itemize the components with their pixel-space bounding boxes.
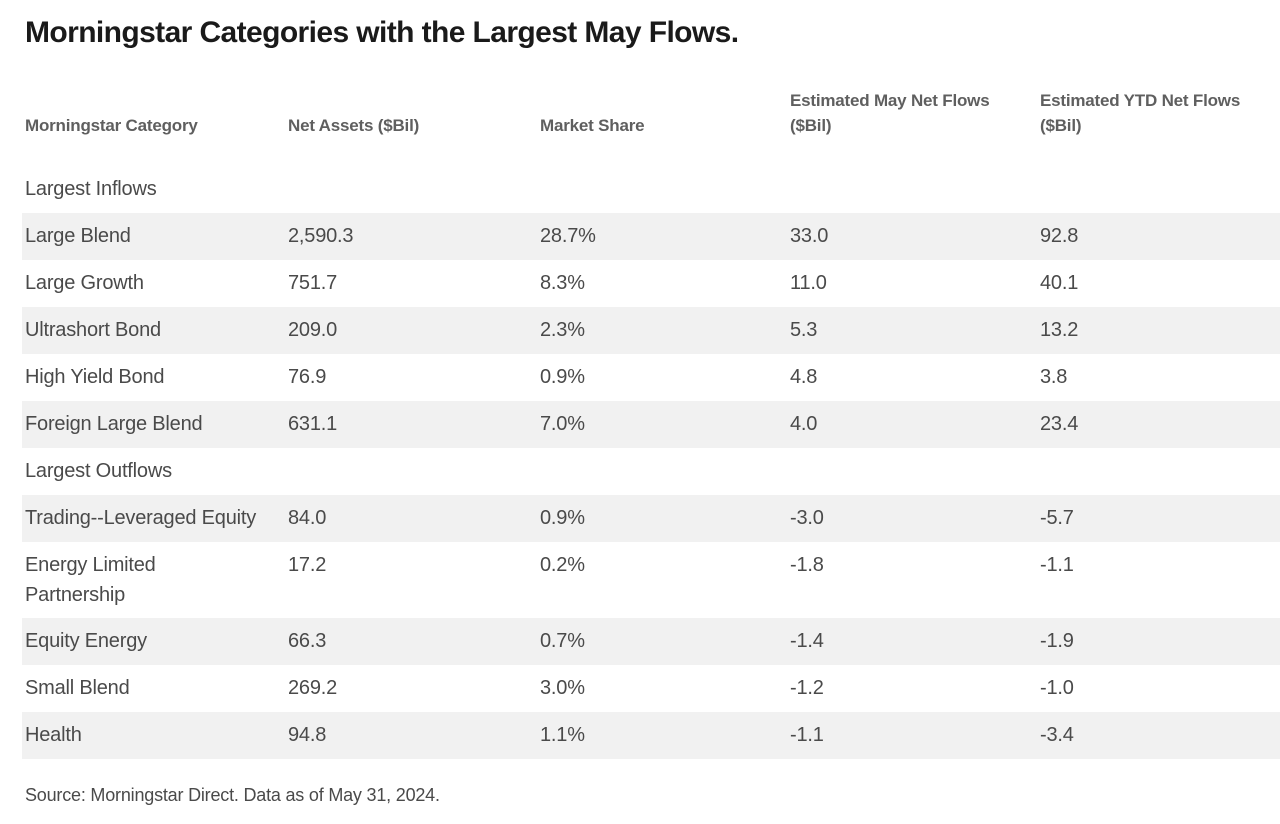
cell-ytd-net-flows: 92.8: [1040, 225, 1079, 247]
cell-may-net-flows: 33.0: [790, 225, 829, 247]
table-row: Equity Energy 66.3 0.7% -1.4 -1.9: [22, 618, 1280, 665]
cell-may-net-flows: 11.0: [790, 272, 827, 294]
cell-may-net-flows: -1.8: [790, 554, 824, 576]
table-row: Small Blend 269.2 3.0% -1.2 -1.0: [22, 665, 1280, 712]
column-header-ytd-net-flows: Estimated YTD Net Flows ($Bil): [1040, 91, 1241, 135]
column-header-category: Morningstar Category: [25, 116, 198, 135]
table-header-row: Morningstar Category Net Assets ($Bil) M…: [22, 88, 1280, 138]
cell-net-assets: 631.1: [288, 413, 338, 435]
section-header-row: Largest Outflows: [22, 448, 1280, 495]
cell-ytd-net-flows: -1.1: [1040, 554, 1074, 576]
cell-may-net-flows: 5.3: [790, 319, 818, 341]
cell-category: Energy Limited Partnership: [25, 554, 156, 606]
table-body: Largest Inflows Large Blend 2,590.3 28.7…: [22, 166, 1280, 759]
table-row: Health 94.8 1.1% -1.1 -3.4: [22, 712, 1280, 759]
column-header-net-assets: Net Assets ($Bil): [288, 116, 420, 135]
cell-ytd-net-flows: 13.2: [1040, 319, 1079, 341]
column-header-market-share: Market Share: [540, 116, 645, 135]
cell-market-share: 3.0%: [540, 677, 585, 699]
cell-ytd-net-flows: 23.4: [1040, 413, 1079, 435]
cell-category: Health: [25, 724, 82, 746]
cell-market-share: 1.1%: [540, 724, 585, 746]
cell-may-net-flows: -3.0: [790, 507, 824, 529]
table-row: Large Growth 751.7 8.3% 11.0 40.1: [22, 260, 1280, 307]
section-header-row: Largest Inflows: [22, 166, 1280, 213]
table-row: Large Blend 2,590.3 28.7% 33.0 92.8: [22, 213, 1280, 260]
cell-ytd-net-flows: -5.7: [1040, 507, 1074, 529]
cell-may-net-flows: -1.2: [790, 677, 824, 699]
table-row: High Yield Bond 76.9 0.9% 4.8 3.8: [22, 354, 1280, 401]
cell-net-assets: 751.7: [288, 272, 338, 294]
cell-net-assets: 17.2: [288, 554, 327, 576]
cell-category: Large Growth: [25, 272, 144, 294]
cell-may-net-flows: -1.1: [790, 724, 824, 746]
table-row: Energy Limited Partnership 17.2 0.2% -1.…: [22, 542, 1280, 618]
cell-may-net-flows: -1.4: [790, 630, 824, 652]
cell-may-net-flows: 4.0: [790, 413, 818, 435]
cell-category: Large Blend: [25, 225, 131, 247]
cell-category: Small Blend: [25, 677, 130, 699]
cell-market-share: 2.3%: [540, 319, 585, 341]
cell-net-assets: 84.0: [288, 507, 327, 529]
cell-net-assets: 94.8: [288, 724, 327, 746]
source-note: Source: Morningstar Direct. Data as of M…: [25, 785, 440, 805]
table-row: Foreign Large Blend 631.1 7.0% 4.0 23.4: [22, 401, 1280, 448]
cell-ytd-net-flows: 3.8: [1040, 366, 1068, 388]
cell-category: Equity Energy: [25, 630, 147, 652]
cell-ytd-net-flows: -1.0: [1040, 677, 1074, 699]
section-label: Largest Inflows: [25, 178, 157, 200]
cell-market-share: 8.3%: [540, 272, 585, 294]
cell-ytd-net-flows: -1.9: [1040, 630, 1074, 652]
cell-ytd-net-flows: 40.1: [1040, 272, 1079, 294]
cell-market-share: 0.2%: [540, 554, 585, 576]
column-header-may-net-flows: Estimated May Net Flows ($Bil): [790, 91, 990, 135]
page-title: Morningstar Categories with the Largest …: [25, 16, 739, 49]
cell-market-share: 7.0%: [540, 413, 585, 435]
table-row: Trading--Leveraged Equity 84.0 0.9% -3.0…: [22, 495, 1280, 542]
cell-category: Foreign Large Blend: [25, 413, 203, 435]
section-label: Largest Outflows: [25, 460, 172, 482]
cell-net-assets: 269.2: [288, 677, 338, 699]
cell-net-assets: 2,590.3: [288, 225, 354, 247]
cell-may-net-flows: 4.8: [790, 366, 818, 388]
cell-market-share: 28.7%: [540, 225, 596, 247]
cell-net-assets: 76.9: [288, 366, 327, 388]
table-row: Ultrashort Bond 209.0 2.3% 5.3 13.2: [22, 307, 1280, 354]
cell-category: Ultrashort Bond: [25, 319, 161, 341]
cell-ytd-net-flows: -3.4: [1040, 724, 1074, 746]
cell-category: High Yield Bond: [25, 366, 165, 388]
cell-net-assets: 66.3: [288, 630, 327, 652]
cell-category: Trading--Leveraged Equity: [25, 507, 257, 529]
cell-market-share: 0.7%: [540, 630, 585, 652]
flows-table: Morningstar Category Net Assets ($Bil) M…: [22, 88, 1280, 759]
cell-market-share: 0.9%: [540, 507, 585, 529]
cell-net-assets: 209.0: [288, 319, 338, 341]
cell-market-share: 0.9%: [540, 366, 585, 388]
